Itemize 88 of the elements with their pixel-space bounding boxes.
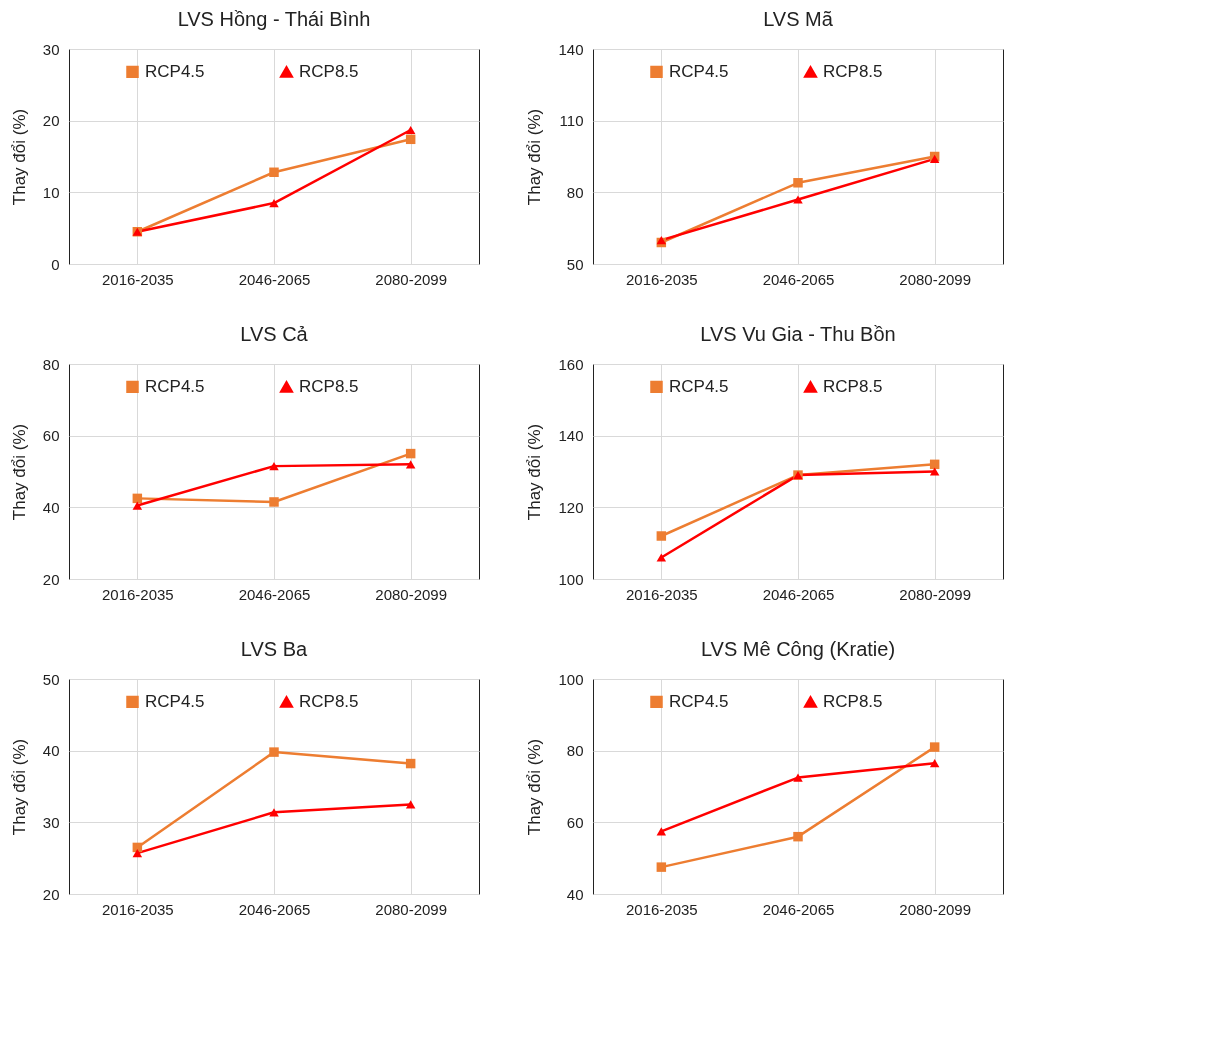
x-tick-label: 2016-2035	[625, 585, 698, 603]
x-tick-label: 2016-2035	[625, 900, 698, 918]
legend-label: RCP8.5	[299, 692, 359, 712]
y-tick-label: 140	[558, 427, 584, 445]
y-tick-label: 80	[42, 355, 60, 373]
y-tick-label: 30	[42, 40, 60, 58]
legend-label: RCP8.5	[823, 692, 883, 712]
point	[269, 462, 279, 471]
x-tick-label: 2016-2035	[101, 900, 174, 918]
y-tick-label: 30	[42, 813, 60, 831]
y-tick-label: 160	[558, 355, 584, 373]
point	[269, 747, 279, 757]
y-tick-label: 40	[42, 498, 60, 516]
y-tick-label: 100	[558, 670, 584, 688]
point	[405, 448, 416, 459]
x-tick-label: 2080-2099	[899, 900, 972, 918]
y-tick-label: 80	[566, 183, 584, 201]
x-tick-label: 2080-2099	[375, 900, 448, 918]
y-tick-label: 100	[558, 570, 584, 588]
legend-label: RCP4.5	[145, 376, 205, 396]
y-tick-label: 120	[558, 498, 584, 516]
point	[405, 800, 416, 809]
point	[269, 497, 279, 507]
y-axis-title: Thay đổi (%)	[9, 108, 29, 206]
y-axis-title: Thay đổi (%)	[9, 423, 29, 521]
point	[929, 742, 940, 752]
x-tick-label: 2046-2065	[238, 900, 311, 918]
point	[793, 773, 803, 782]
x-tick-label: 2016-2035	[101, 270, 174, 288]
y-axis-title: Thay đổi (%)	[525, 108, 545, 206]
x-tick-label: 2080-2099	[375, 585, 448, 603]
y-tick-label: 10	[42, 183, 60, 201]
legend-label: RCP8.5	[823, 62, 883, 82]
point	[269, 167, 279, 178]
x-tick-label: 2046-2065	[238, 585, 311, 603]
x-tick-label: 2046-2065	[762, 585, 835, 603]
point	[929, 759, 940, 768]
y-axis-title: Thay đổi (%)	[9, 738, 29, 836]
y-axis-title: Thay đổi (%)	[525, 423, 545, 521]
point	[793, 178, 803, 188]
y-tick-label: 20	[42, 570, 60, 588]
y-tick-label: 60	[42, 427, 60, 445]
point	[405, 460, 416, 469]
y-tick-label: 110	[559, 112, 584, 130]
point	[405, 125, 416, 135]
y-tick-label: 0	[51, 255, 60, 273]
legend-label: RCP8.5	[823, 377, 883, 397]
y-tick-label: 50	[42, 670, 60, 688]
y-tick-label: 60	[566, 813, 584, 831]
point	[793, 195, 803, 204]
y-tick-label: 40	[566, 885, 584, 903]
point	[656, 531, 667, 541]
legend-label: RCP4.5	[669, 691, 729, 711]
y-tick-label: 20	[42, 885, 60, 903]
point	[656, 827, 667, 836]
x-tick-label: 2046-2065	[762, 900, 835, 918]
point	[405, 134, 416, 145]
point	[405, 758, 416, 769]
legend-label: RCP4.5	[669, 61, 729, 81]
y-tick-label: 20	[42, 112, 60, 130]
x-tick-label: 2016-2035	[625, 270, 698, 288]
legend-label: RCP4.5	[669, 376, 729, 396]
legend-label: RCP8.5	[299, 62, 359, 82]
x-tick-label: 2080-2099	[375, 270, 448, 288]
legend-label: RCP4.5	[145, 691, 205, 711]
x-tick-label: 2016-2035	[101, 585, 174, 603]
chart-title: LVS Vu Gia - Thu Bồn	[700, 323, 896, 345]
x-tick-label: 2080-2099	[899, 585, 972, 603]
point	[132, 501, 143, 510]
y-axis-title: Thay đổi (%)	[525, 738, 545, 836]
point	[793, 831, 803, 842]
y-tick-label: 50	[566, 255, 584, 273]
y-tick-label: 40	[42, 742, 60, 760]
chart-title: LVS Cả	[240, 323, 309, 345]
legend-label: RCP8.5	[299, 377, 359, 397]
point	[269, 198, 279, 208]
y-tick-label: 80	[566, 742, 584, 760]
point	[656, 862, 667, 872]
x-tick-label: 2046-2065	[238, 270, 311, 288]
y-tick-label: 140	[558, 40, 584, 58]
chart-title: LVS Hồng - Thái Bình	[177, 8, 371, 30]
chart-title: LVS Mê Công (Kratie)	[700, 638, 896, 660]
chart-title: LVS Mã	[763, 8, 834, 30]
legend-label: RCP4.5	[145, 61, 205, 81]
chart-title: LVS Ba	[240, 638, 309, 660]
x-tick-label: 2046-2065	[762, 270, 835, 288]
x-tick-label: 2080-2099	[899, 270, 972, 288]
point	[132, 849, 143, 858]
